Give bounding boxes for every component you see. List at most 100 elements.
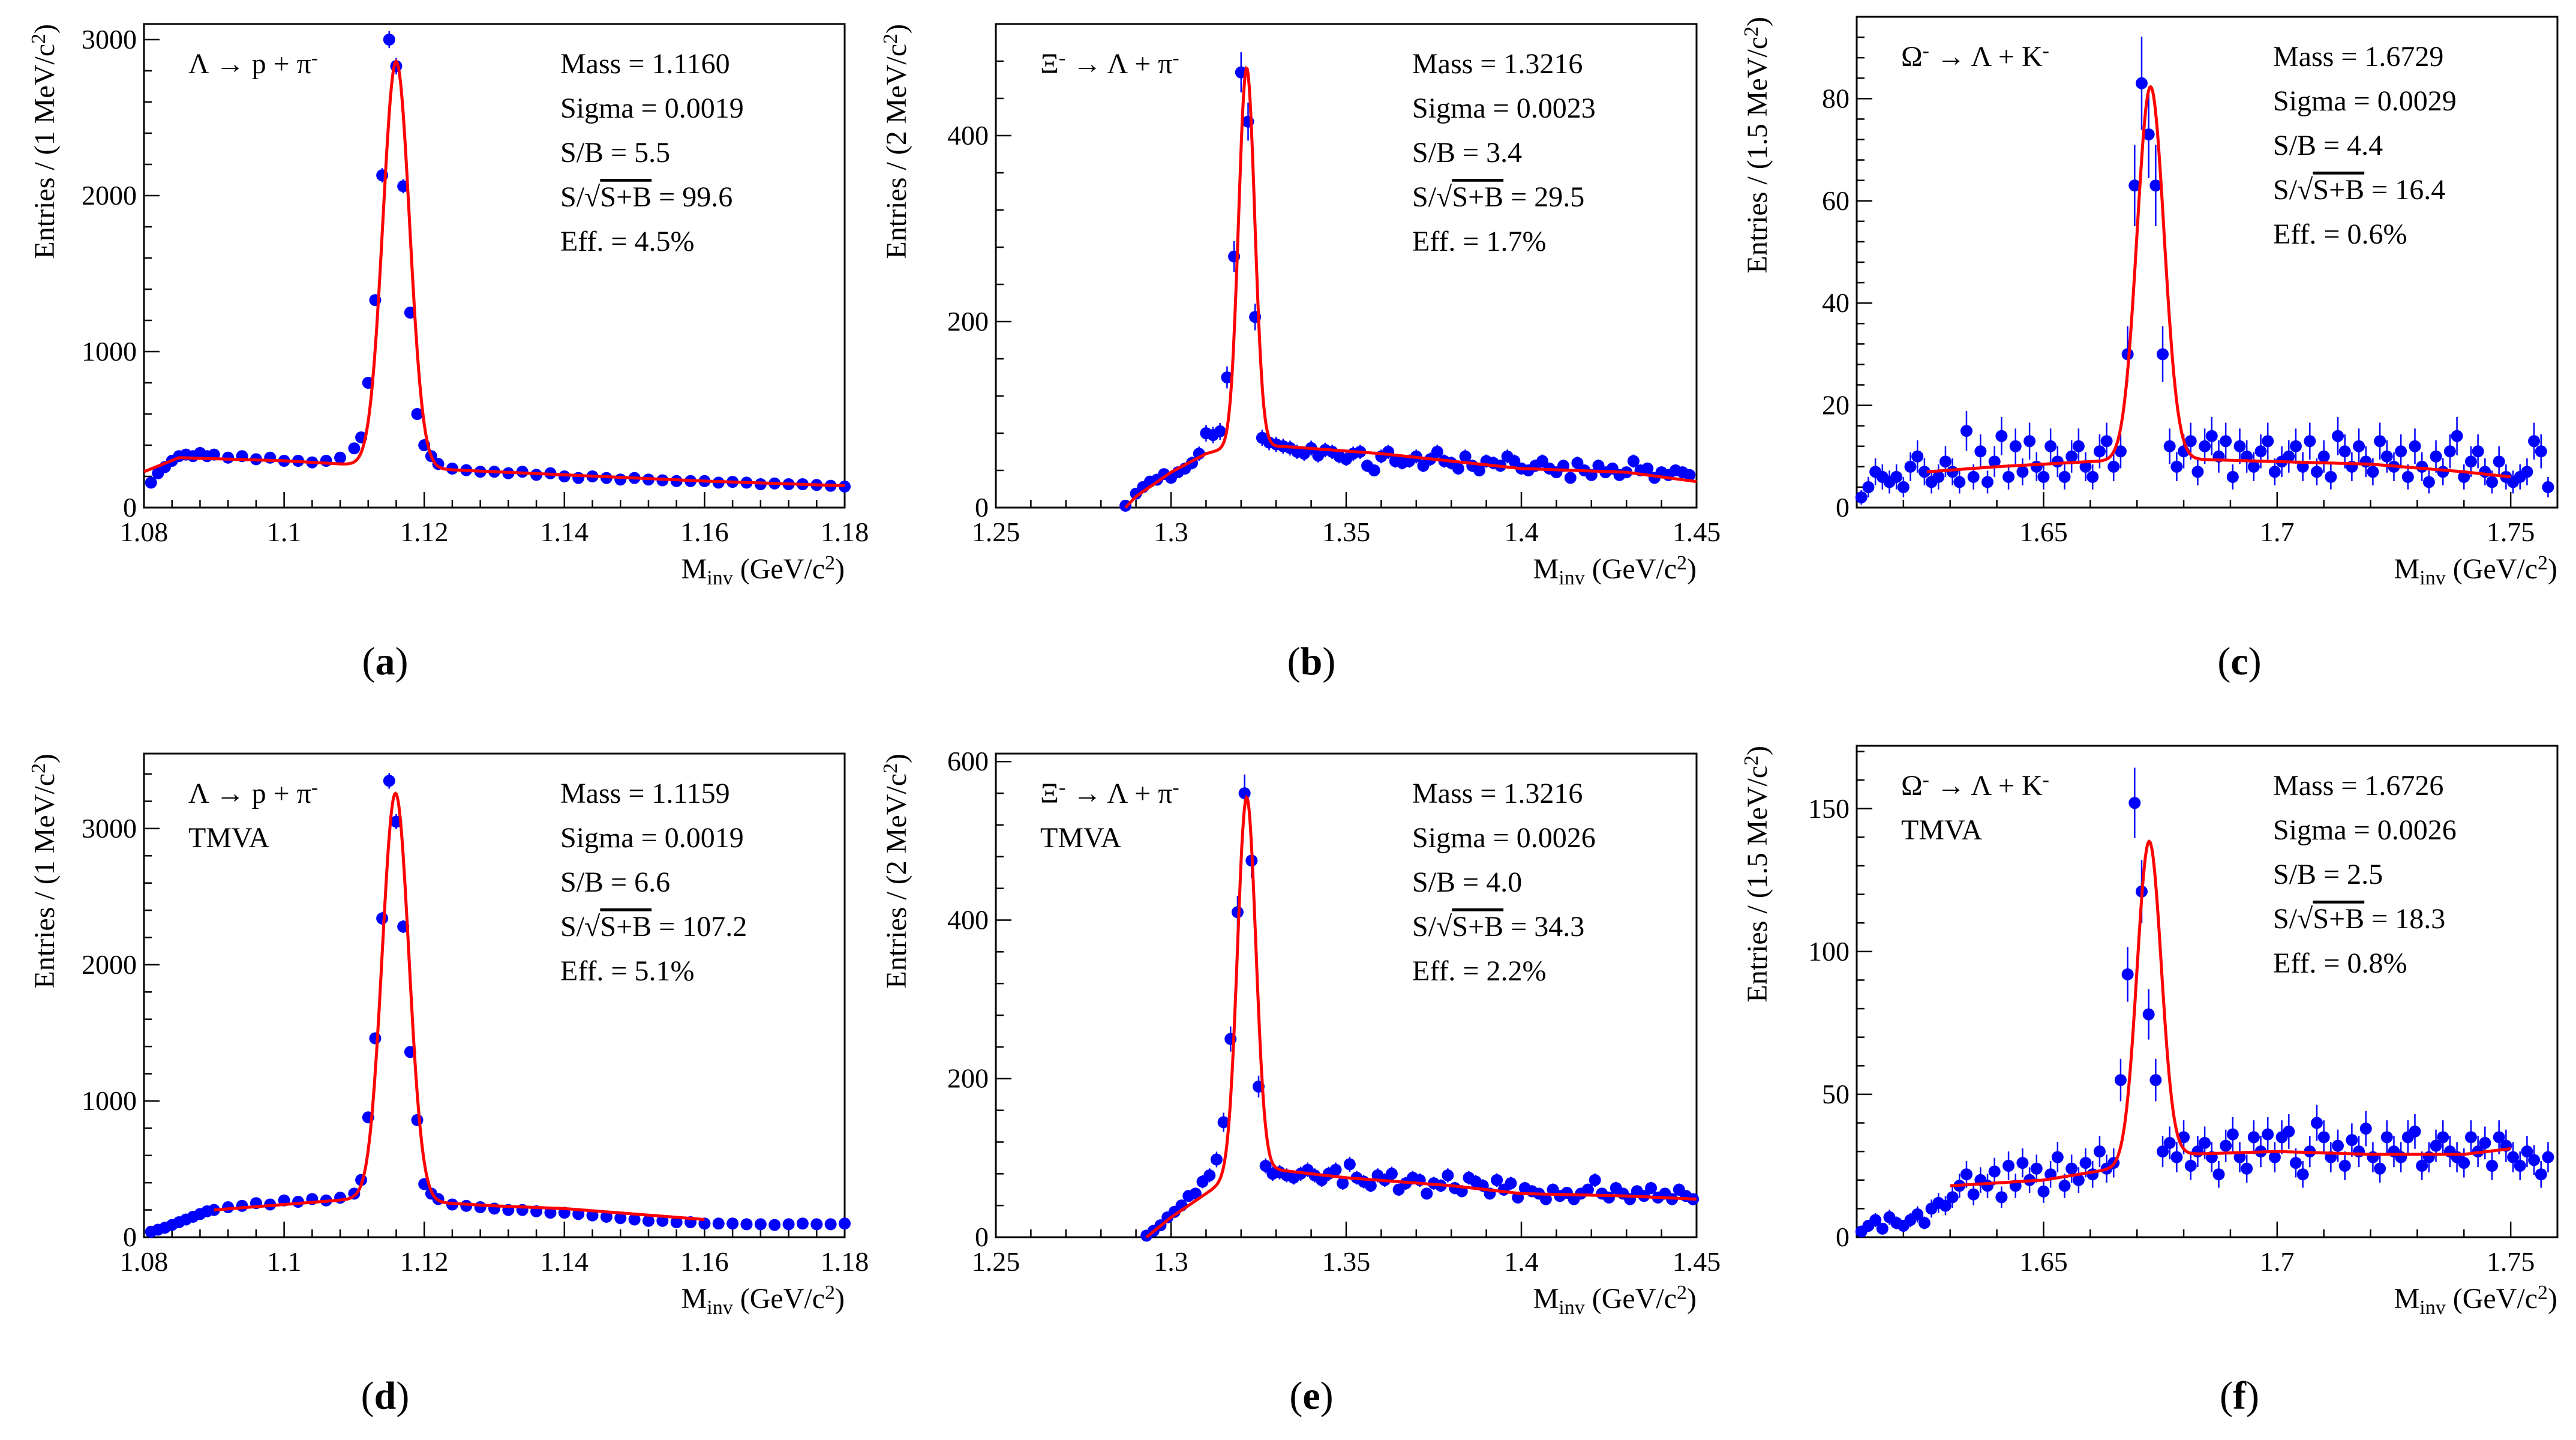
text-run: = 34.3 — [1503, 911, 1584, 943]
data-point — [2479, 1126, 2491, 1160]
data-point — [2521, 458, 2533, 485]
x-axis-title: Minv (GeV/c2) — [681, 1282, 845, 1319]
y-tick-label: 50 — [1822, 1079, 1850, 1109]
data-marker — [2458, 470, 2470, 483]
caption-paren: ) — [1320, 1374, 1334, 1418]
data-marker — [1431, 446, 1443, 458]
data-point — [1337, 1177, 1349, 1190]
decay-label: Ξ- → Λ + π- — [1040, 47, 1179, 80]
text-run: M — [681, 553, 707, 585]
data-marker — [2051, 1151, 2064, 1163]
data-point — [2289, 428, 2302, 464]
data-point — [2296, 1160, 2309, 1188]
data-marker — [383, 775, 395, 787]
data-point — [411, 1114, 424, 1126]
data-marker — [2142, 128, 2155, 140]
data-marker — [1995, 1191, 2008, 1204]
decay-label: Ξ- → Λ + π- — [1040, 776, 1179, 809]
data-marker — [1932, 470, 1945, 483]
data-marker — [2380, 1131, 2393, 1144]
superscript: - — [1059, 47, 1065, 69]
data-marker — [2241, 1162, 2253, 1175]
data-marker — [1385, 1168, 1398, 1180]
text-run: = 107.2 — [651, 911, 747, 943]
data-marker — [2170, 1151, 2183, 1163]
data-point — [1627, 454, 1640, 468]
data-point — [2485, 1151, 2498, 1180]
data-point — [2114, 1058, 2127, 1102]
data-point — [2044, 428, 2057, 464]
data-marker — [2443, 445, 2456, 458]
data-marker — [2163, 1136, 2176, 1149]
data-marker — [2374, 1162, 2386, 1175]
data-marker — [2283, 1125, 2295, 1138]
data-marker — [2191, 466, 2204, 478]
data-marker — [1890, 470, 1903, 483]
superscript: - — [1059, 776, 1065, 799]
data-marker — [1238, 787, 1251, 800]
data-point — [2472, 434, 2484, 469]
data-marker — [2542, 481, 2554, 493]
superscript: - — [2043, 40, 2049, 62]
data-marker — [1974, 445, 1987, 458]
data-point — [1421, 1187, 1433, 1200]
data-point — [2157, 1136, 2169, 1168]
data-point — [2542, 1142, 2554, 1172]
text-run: Ω — [1901, 41, 1923, 73]
data-point — [2233, 428, 2246, 464]
data-marker — [2051, 455, 2064, 468]
data-point — [1876, 1222, 1889, 1235]
data-marker — [2437, 1131, 2449, 1144]
data-point — [2430, 440, 2442, 473]
caption-paren: ( — [2217, 640, 2230, 683]
data-marker — [1918, 466, 1931, 478]
data-point — [1491, 1173, 1503, 1187]
data-point — [2325, 464, 2337, 490]
text-run: (GeV/c — [733, 553, 825, 585]
text-run: ) — [835, 553, 845, 585]
data-marker — [712, 1217, 725, 1230]
data-point — [2254, 434, 2267, 469]
text-run: Entries / (2 MeV/c — [881, 44, 912, 259]
data-marker — [1869, 1214, 1882, 1226]
data-marker — [1210, 1153, 1223, 1166]
stat-line: Eff. = 4.5% — [560, 226, 694, 257]
data-marker — [628, 1213, 641, 1226]
data-point — [2262, 1117, 2274, 1152]
data-marker — [839, 480, 851, 493]
data-point — [1259, 1158, 1272, 1174]
superscript: 2 — [879, 763, 902, 773]
data-point — [1214, 422, 1226, 440]
data-point — [2079, 452, 2092, 481]
data-point — [1217, 1112, 1230, 1132]
caption-paren: ) — [1322, 640, 1335, 683]
data-point — [1564, 472, 1577, 484]
caption-a: (a) — [362, 640, 409, 683]
text-run: Ω — [1901, 770, 1923, 802]
data-point — [1203, 1168, 1216, 1183]
data-point — [1890, 464, 1903, 490]
data-marker — [1539, 1193, 1552, 1205]
data-marker — [2359, 455, 2372, 468]
data-point — [2247, 452, 2260, 481]
x-axis-title: Minv (GeV/c2) — [681, 552, 845, 589]
superscript: 2 — [1677, 552, 1687, 574]
data-point — [2458, 464, 2470, 490]
stat-line: Mass = 1.1159 — [560, 778, 730, 809]
data-point — [2226, 464, 2239, 490]
data-point — [670, 1216, 683, 1229]
x-tick-label: 1.4 — [1504, 517, 1539, 547]
data-point — [2275, 1120, 2288, 1154]
data-marker — [2149, 179, 2162, 192]
y-tick-label: 200 — [947, 1063, 989, 1094]
data-point — [2451, 416, 2463, 455]
data-marker — [2065, 450, 2078, 463]
data-point — [2338, 1151, 2351, 1180]
data-point — [369, 1032, 382, 1045]
data-point — [2220, 422, 2232, 460]
data-marker — [2226, 1128, 2239, 1141]
decay-label: Ω- → Λ + K- — [1901, 40, 2049, 73]
data-marker — [2485, 476, 2498, 488]
data-marker — [2149, 1074, 2162, 1087]
